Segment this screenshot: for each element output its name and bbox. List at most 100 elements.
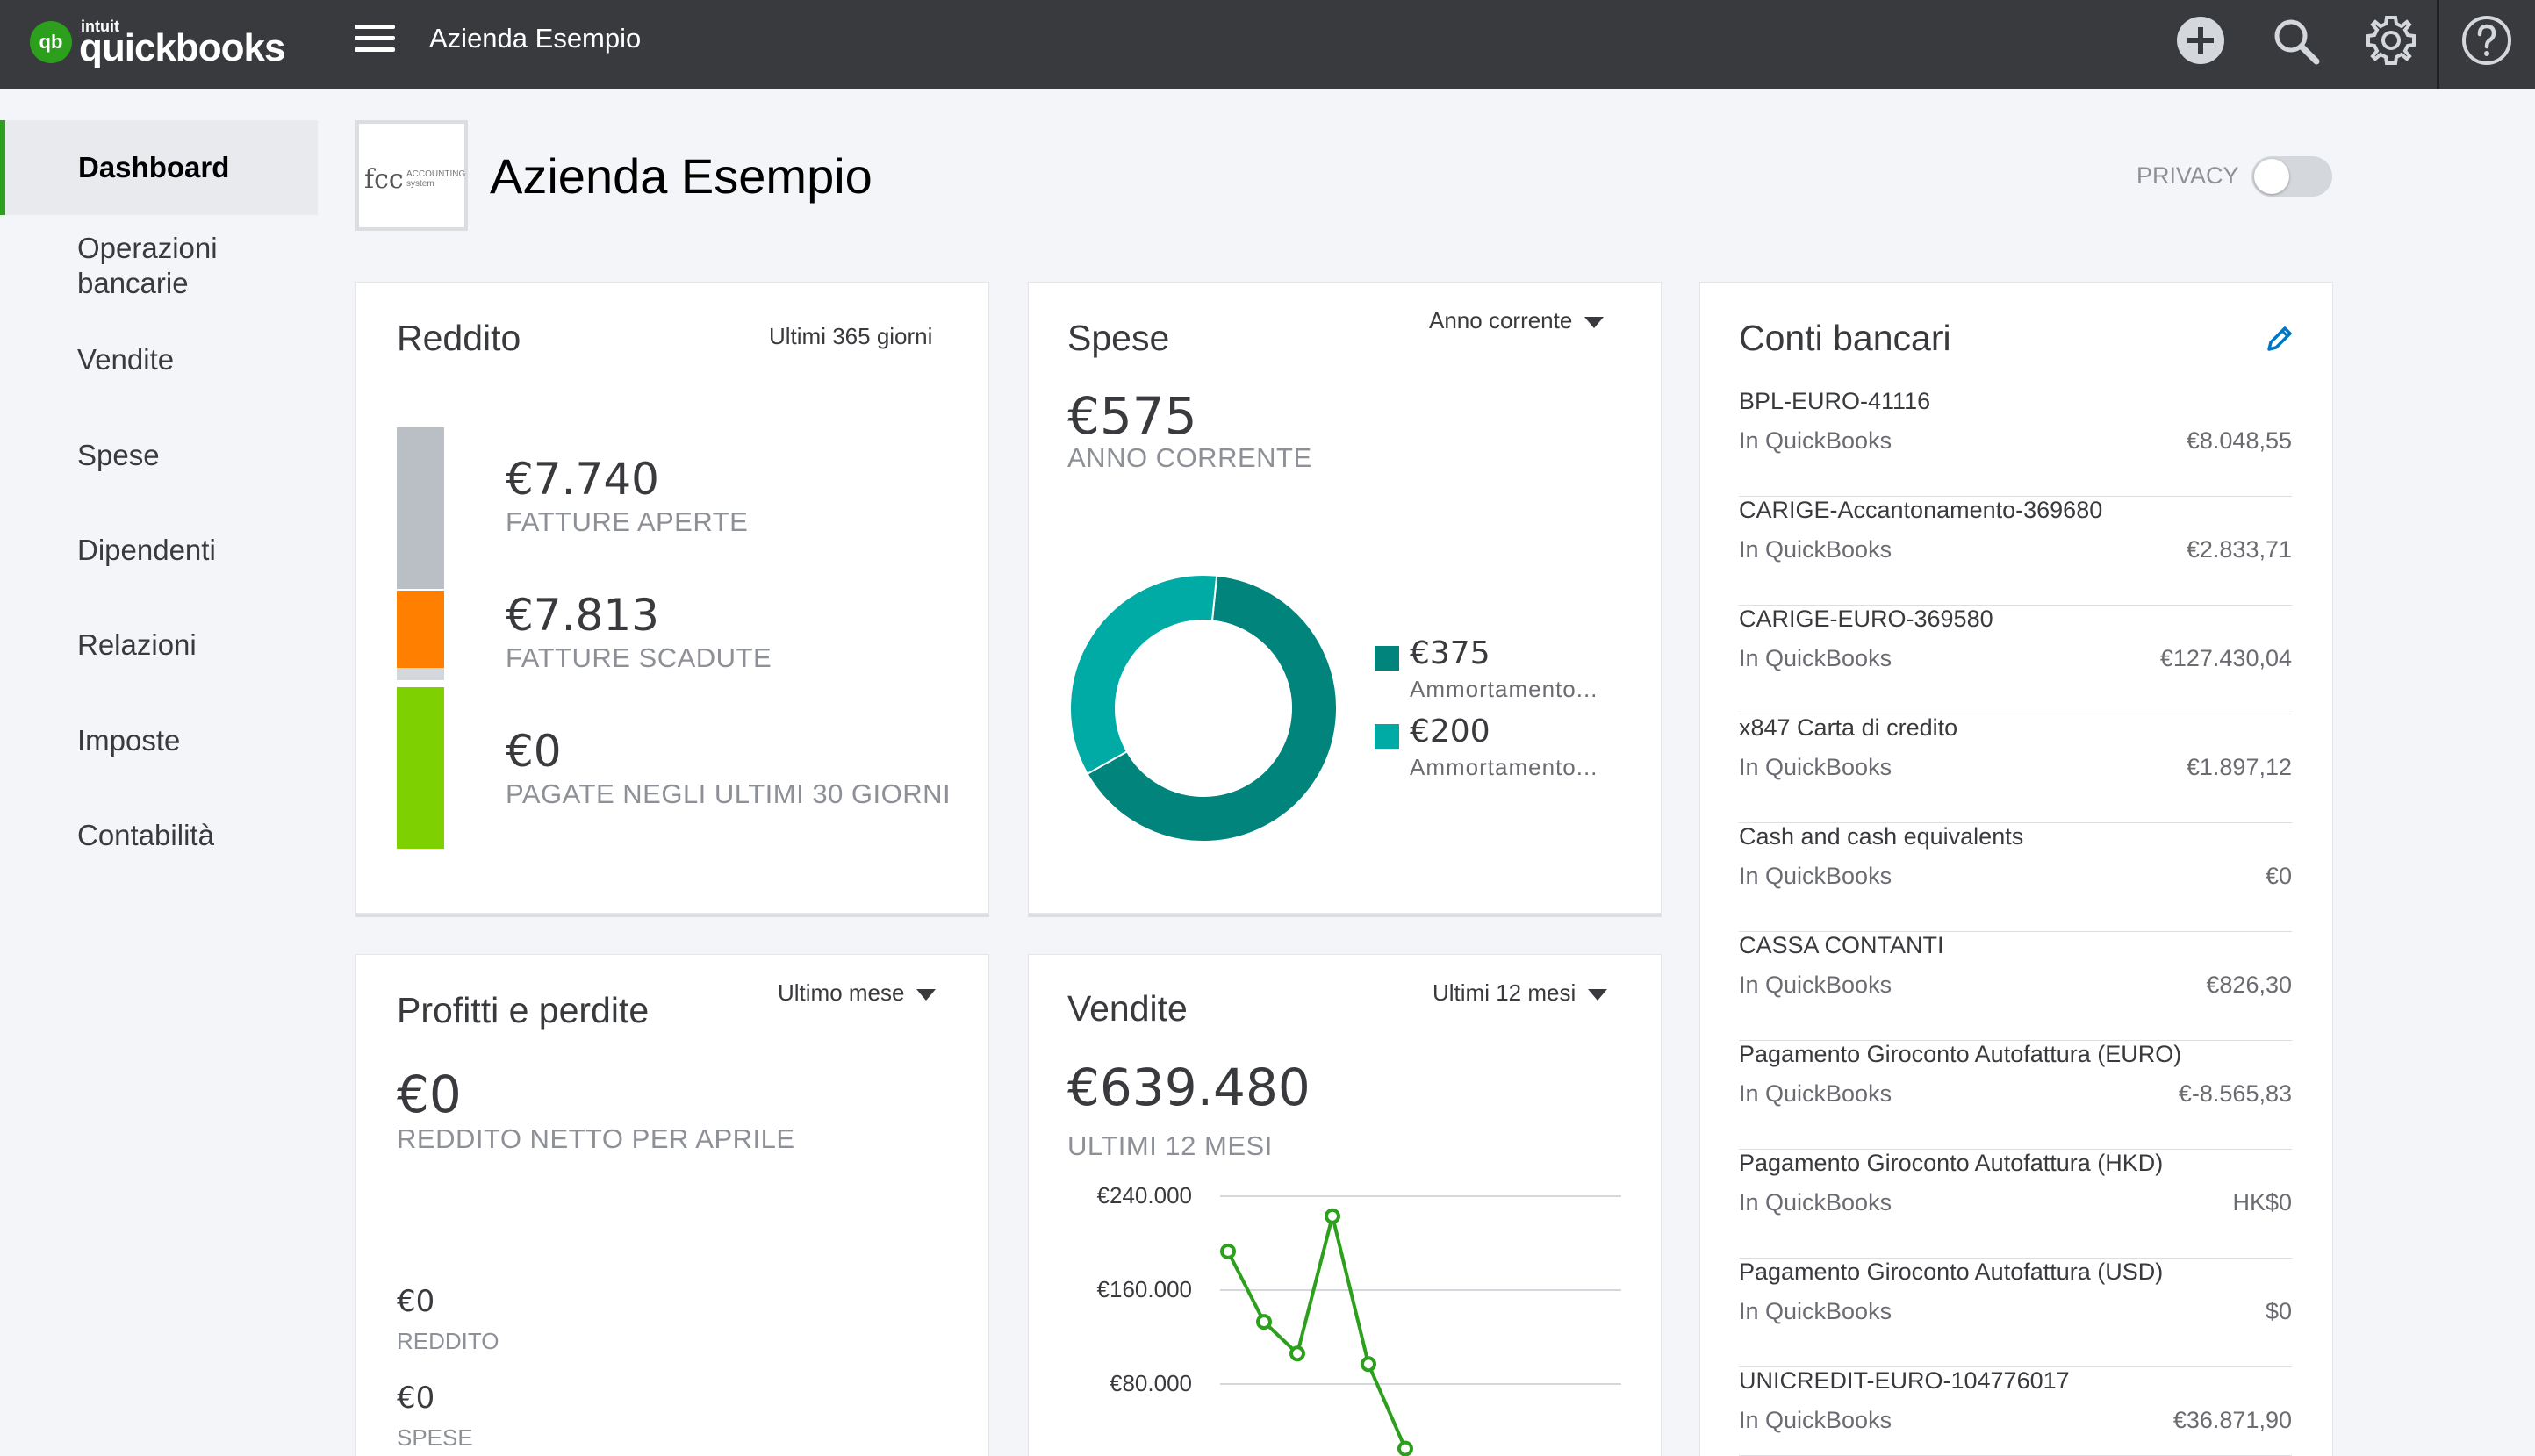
bank-account-row[interactable]: Pagamento Giroconto Autofattura (EURO) I… [1739, 1041, 2292, 1150]
page-title: Azienda Esempio [490, 148, 873, 204]
bar-fatture-aperte[interactable] [397, 427, 444, 589]
profitti-perdite-card: Profitti e perdite Ultimo mese €0 REDDIT… [355, 954, 989, 1456]
bank-account-row[interactable]: CARIGE-Accantonamento-369680 In QuickBoo… [1739, 497, 2292, 606]
legend-value-1: €375 [1410, 635, 1490, 671]
bank-account-row[interactable]: Pagamento Giroconto Autofattura (HKD) In… [1739, 1150, 2292, 1259]
vendite-line-chart[interactable] [1029, 955, 1662, 1456]
brand-name: quickbooks [79, 26, 285, 69]
sidebar-item-operazioni-bancarie[interactable]: Operazioni bancarie [0, 231, 318, 301]
search-icon[interactable] [2269, 14, 2322, 67]
bank-account-balance: €2.833,71 [2186, 536, 2292, 563]
bank-account-row[interactable]: UNICREDIT-EURO-104776017 In QuickBooks €… [1739, 1367, 2292, 1456]
sidebar-item-vendite[interactable]: Vendite [77, 343, 175, 376]
sidebar-item-dipendenti[interactable]: Dipendenti [77, 534, 216, 566]
legend-swatch-1 [1375, 646, 1399, 671]
conti-bancari-card: Conti bancari [1699, 282, 2333, 1456]
bank-account-row[interactable]: Pagamento Giroconto Autofattura (USD) In… [1739, 1259, 2292, 1367]
bank-account-source: In QuickBooks [1739, 427, 1892, 454]
sales-point[interactable] [1256, 1314, 1272, 1330]
bar-pagate[interactable] [397, 687, 444, 849]
donut-slice[interactable] [1086, 574, 1338, 843]
reddito-title: Reddito [397, 318, 521, 358]
gear-icon[interactable] [2365, 14, 2417, 67]
bank-account-source: In QuickBooks [1739, 1407, 1892, 1433]
intuit-label: intuit [81, 18, 119, 35]
sales-point[interactable] [1397, 1440, 1413, 1456]
open-invoices-label: FATTURE APERTE [506, 506, 749, 537]
qb-logo-icon: qb [30, 21, 72, 63]
overdue-invoices-amount[interactable]: €7.813 [506, 590, 659, 641]
bank-account-name: CARIGE-EURO-369580 [1739, 606, 1993, 632]
sales-point[interactable] [1325, 1208, 1340, 1224]
bank-account-source: In QuickBooks [1739, 1080, 1892, 1107]
bank-account-balance: $0 [2265, 1298, 2292, 1324]
company-logo-subtext: ACCOUNTING system [406, 169, 466, 189]
chevron-down-icon [916, 988, 937, 1001]
profitti-title: Profitti e perdite [397, 990, 650, 1030]
sidebar-item-relazioni[interactable]: Relazioni [77, 628, 197, 661]
bank-account-name: UNICREDIT-EURO-104776017 [1739, 1367, 2070, 1394]
income-amount[interactable]: €0 [397, 1284, 435, 1319]
vendite-card: Vendite Ultimi 12 mesi €639.480 ULTIMI 1… [1028, 954, 1662, 1456]
bank-account-name: CASSA CONTANTI [1739, 932, 1944, 958]
sidebar-item-spese[interactable]: Spese [77, 439, 160, 471]
bank-account-balance: €8.048,55 [2186, 427, 2292, 454]
bank-account-row[interactable]: Cash and cash equivalents In QuickBooks … [1739, 823, 2292, 932]
bank-account-name: Pagamento Giroconto Autofattura (EURO) [1739, 1041, 2182, 1067]
vendite-amount: €639.480 [1067, 1058, 1311, 1117]
donut-slice[interactable] [1069, 574, 1218, 776]
bank-account-name: Pagamento Giroconto Autofattura (USD) [1739, 1259, 2164, 1285]
bank-account-balance: HK$0 [2232, 1189, 2292, 1216]
y-tick-label: €240.000 [1096, 1182, 1192, 1209]
top-bar: qb intuit quickbooks Azienda Esempio [0, 0, 2535, 89]
legend-swatch-2 [1375, 724, 1399, 749]
profitti-period-dropdown[interactable]: Ultimo mese [778, 979, 937, 1007]
bank-account-name: x847 Carta di credito [1739, 714, 1958, 741]
menu-icon[interactable] [355, 25, 395, 56]
sidebar-item-dashboard[interactable]: Dashboard [0, 120, 318, 215]
sales-point[interactable] [1220, 1243, 1236, 1259]
spese-label: ANNO CORRENTE [1067, 442, 1312, 473]
open-invoices-amount[interactable]: €7.740 [506, 454, 659, 505]
spese-period-label: Anno corrente [1429, 307, 1573, 334]
income-label: REDDITO [397, 1328, 499, 1354]
reddito-period: Ultimi 365 giorni [769, 323, 933, 349]
bank-account-source: In QuickBooks [1739, 1298, 1892, 1324]
conti-title: Conti bancari [1739, 318, 1951, 358]
plus-icon[interactable] [2174, 14, 2227, 67]
bank-account-row[interactable]: BPL-EURO-41116 In QuickBooks €8.048,55 [1739, 388, 2292, 497]
sales-point[interactable] [1289, 1345, 1305, 1362]
bank-account-balance: €826,30 [2206, 972, 2292, 998]
help-icon[interactable] [2460, 14, 2513, 67]
bank-account-source: In QuickBooks [1739, 645, 1892, 671]
reddito-card: Reddito Ultimi 365 giorni €7.740 FATTURE… [355, 282, 989, 914]
company-logo-text: fcc [364, 164, 404, 195]
legend-name-2: Ammortamento... [1410, 754, 1598, 780]
legend-name-1: Ammortamento... [1410, 676, 1598, 702]
spese-title: Spese [1067, 318, 1170, 358]
spese-donut-chart[interactable] [1067, 572, 1339, 844]
vendite-period-dropdown[interactable]: Ultimi 12 mesi [1433, 979, 1608, 1007]
edit-pencil-icon[interactable] [2262, 321, 2297, 356]
bank-account-source: In QuickBooks [1739, 754, 1892, 780]
bank-account-source: In QuickBooks [1739, 972, 1892, 998]
vendite-title: Vendite [1067, 988, 1188, 1029]
bar-fatture-scadute[interactable] [397, 591, 444, 668]
bank-account-source: In QuickBooks [1739, 1189, 1892, 1216]
quickbooks-logo[interactable]: qb intuit quickbooks [30, 16, 285, 72]
spese-period-dropdown[interactable]: Anno corrente [1429, 307, 1605, 334]
bank-account-row[interactable]: x847 Carta di credito In QuickBooks €1.8… [1739, 714, 2292, 823]
vendite-period-label: Ultimi 12 mesi [1433, 979, 1576, 1006]
expense-amount[interactable]: €0 [397, 1381, 435, 1416]
paid-amount[interactable]: €0 [506, 726, 562, 777]
privacy-toggle[interactable] [2251, 156, 2332, 197]
bank-account-row[interactable]: CARIGE-EURO-369580 In QuickBooks €127.43… [1739, 606, 2292, 714]
net-income-label: REDDITO NETTO PER APRILE [397, 1123, 795, 1154]
sales-point[interactable] [1361, 1356, 1376, 1373]
bank-account-name: Cash and cash equivalents [1739, 823, 2024, 850]
chevron-down-icon [1584, 316, 1605, 328]
sidebar-item-label: Operazioni bancarie [77, 232, 218, 299]
sidebar-item-contabilita[interactable]: Contabilità [77, 819, 214, 851]
bank-account-row[interactable]: CASSA CONTANTI In QuickBooks €826,30 [1739, 932, 2292, 1041]
sidebar-item-imposte[interactable]: Imposte [77, 724, 181, 757]
